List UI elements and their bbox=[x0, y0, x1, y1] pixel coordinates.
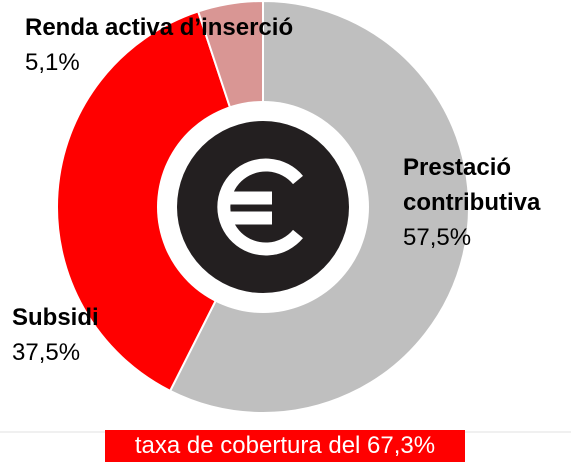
category-name: Prestació contributiva bbox=[403, 154, 541, 216]
value-label: 57,5% bbox=[403, 224, 472, 251]
coverage-caption: taxa de cobertura del 67,3% bbox=[105, 430, 465, 462]
icon-circle bbox=[177, 121, 349, 293]
value-label: 5,1% bbox=[25, 49, 80, 76]
slice-label: Renda activa d’inserció 5,1% bbox=[25, 10, 385, 80]
category-name: Subsidi bbox=[12, 304, 99, 331]
slice-label: Prestació contributiva 57,5% bbox=[403, 150, 571, 255]
slice-label: Subsidi 37,5% bbox=[12, 300, 212, 370]
euro-icon bbox=[217, 158, 303, 256]
category-name: Renda activa d’inserció bbox=[25, 14, 294, 41]
value-label: 37,5% bbox=[12, 339, 81, 366]
